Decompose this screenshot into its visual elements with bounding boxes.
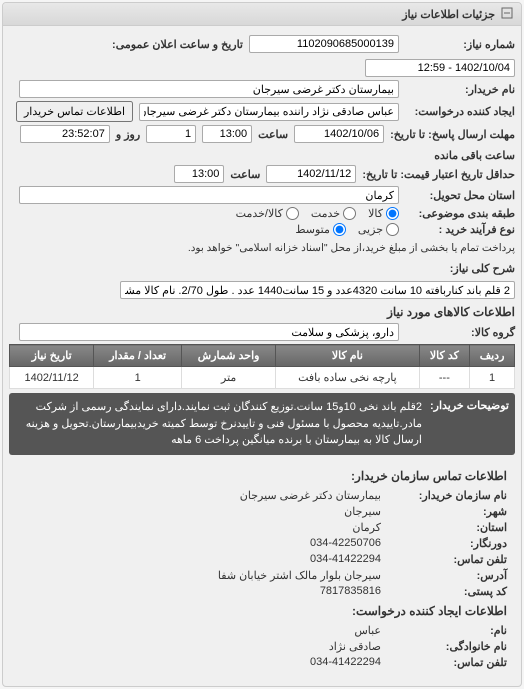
panel-body: شماره نیاز: تاریخ و ساعت اعلان عمومی: نا… (3, 26, 521, 686)
public-datetime-input[interactable] (365, 59, 515, 77)
creator-label: ایجاد کننده درخواست: (405, 105, 515, 118)
delivery-province-input[interactable] (19, 186, 399, 204)
buyer-name-label: نام خریدار: (405, 83, 515, 96)
td-qty: 1 (94, 367, 182, 389)
response-remaining-input[interactable] (20, 125, 110, 143)
response-time-label: ساعت (258, 128, 288, 141)
td-date: 1402/11/12 (10, 367, 94, 389)
address-value: سیرجان بلوار مالک اشتر خیابان شفا (218, 569, 381, 582)
process-radio-group: جزیی متوسط (295, 223, 399, 236)
process-medium-radio[interactable]: متوسط (295, 223, 346, 236)
th-unit: واحد شمارش (182, 345, 276, 367)
panel-title: جزئیات اطلاعات نیاز (402, 8, 495, 21)
response-days-label: روز و (116, 128, 140, 141)
phone-label: تلفن تماس: (387, 553, 507, 566)
request-number-input[interactable] (249, 35, 399, 53)
delivery-province-label: استان محل تحویل: (405, 189, 515, 202)
td-unit: متر (182, 367, 276, 389)
td-name: پارچه نخی ساده بافت (276, 367, 419, 389)
contact-title: اطلاعات تماس سازمان خریدار: (17, 469, 507, 483)
address-label: آدرس: (387, 569, 507, 582)
validity-label: حداقل تاریخ اعتبار قیمت: تا تاریخ: (362, 168, 515, 181)
budget-service-input[interactable] (343, 207, 356, 220)
response-deadline-date-input[interactable] (294, 125, 384, 143)
process-medium-input[interactable] (333, 223, 346, 236)
phone-value: 034-41422294 (310, 553, 381, 566)
th-row: ردیف (470, 345, 515, 367)
table-row[interactable]: 1 --- پارچه نخی ساده بافت متر 1 1402/11/… (10, 367, 515, 389)
goods-group-label: گروه کالا: (405, 326, 515, 339)
budget-goods-service-radio[interactable]: کالا/خدمت (236, 207, 299, 220)
th-date: تاریخ نیاز (10, 345, 94, 367)
org-value: بیمارستان دکتر غرضی سیرجان (240, 489, 381, 502)
general-desc-input[interactable] (120, 281, 515, 299)
city-label: شهر: (387, 505, 507, 518)
org-label: نام سازمان خریدار: (387, 489, 507, 502)
budget-radio-group: کالا خدمت کالا/خدمت (236, 207, 399, 220)
buyer-name-input[interactable] (19, 80, 399, 98)
general-desc-label: شرح کلی نیاز: (405, 262, 515, 275)
details-panel: جزئیات اطلاعات نیاز شماره نیاز: تاریخ و … (2, 2, 522, 687)
response-deadline-label: مهلت ارسال پاسخ: تا تاریخ: (390, 128, 515, 141)
budget-label: طبقه بندی موضوعی: (405, 207, 515, 220)
panel-header[interactable]: جزئیات اطلاعات نیاز (3, 3, 521, 26)
response-deadline-time-input[interactable] (202, 125, 252, 143)
validity-time-label: ساعت (230, 168, 260, 181)
family-label: نام خانوادگی: (387, 640, 507, 653)
creator-input[interactable] (139, 103, 399, 121)
buyer-notes-box: توضیحات خریدار: 2قلم باند نخی 10و15 سانت… (9, 393, 515, 455)
budget-goods-service-input[interactable] (286, 207, 299, 220)
process-partial-input[interactable] (386, 223, 399, 236)
buyer-notes-label: توضیحات خریدار: (430, 399, 509, 449)
postal-label: کد پستی: (387, 585, 507, 598)
creator-contact-title: اطلاعات ایجاد کننده درخواست: (17, 604, 507, 618)
fax-label: دورنگار: (387, 537, 507, 550)
td-code: --- (419, 367, 470, 389)
validity-date-input[interactable] (266, 165, 356, 183)
process-partial-radio[interactable]: جزیی (358, 223, 399, 236)
postal-value: 7817835816 (320, 585, 381, 598)
name-value: عباس (354, 624, 381, 637)
buyer-contact-button[interactable]: اطلاعات تماس خریدار (16, 101, 133, 122)
contact-section: اطلاعات تماس سازمان خریدار: نام سازمان خ… (9, 455, 515, 680)
budget-goods-input[interactable] (386, 207, 399, 220)
validity-time-input[interactable] (174, 165, 224, 183)
goods-section-title: اطلاعات کالاهای مورد نیاز (9, 305, 515, 319)
th-qty: تعداد / مقدار (94, 345, 182, 367)
goods-group-input[interactable] (19, 323, 399, 341)
fax-value: 034-42250706 (310, 537, 381, 550)
phone2-value: 034-41422294 (310, 656, 381, 669)
budget-service-radio[interactable]: خدمت (311, 207, 356, 220)
province-value: کرمان (352, 521, 381, 534)
request-number-label: شماره نیاز: (405, 38, 515, 51)
expand-icon (499, 7, 513, 21)
table-header-row: ردیف کد کالا نام کالا واحد شمارش تعداد /… (10, 345, 515, 367)
buyer-notes-text: 2قلم باند نخی 10و15 سانت.توزیع کنندگان ث… (15, 399, 422, 449)
city-value: سیرجان (344, 505, 381, 518)
td-row: 1 (470, 367, 515, 389)
process-note: پرداخت تمام یا بخشی از مبلغ خرید،از محل … (188, 242, 515, 254)
response-days-input[interactable] (146, 125, 196, 143)
th-code: کد کالا (419, 345, 470, 367)
budget-goods-radio[interactable]: کالا (368, 207, 399, 220)
public-datetime-label: تاریخ و ساعت اعلان عمومی: (112, 38, 243, 51)
goods-table: ردیف کد کالا نام کالا واحد شمارش تعداد /… (9, 344, 515, 389)
province-label: استان: (387, 521, 507, 534)
phone2-label: تلفن تماس: (387, 656, 507, 669)
name-label: نام: (387, 624, 507, 637)
process-label: نوع فرآیند خرید : (405, 223, 515, 236)
th-name: نام کالا (276, 345, 419, 367)
family-value: صادقی نژاد (329, 640, 381, 653)
response-remaining-label: ساعت باقی مانده (434, 149, 515, 162)
